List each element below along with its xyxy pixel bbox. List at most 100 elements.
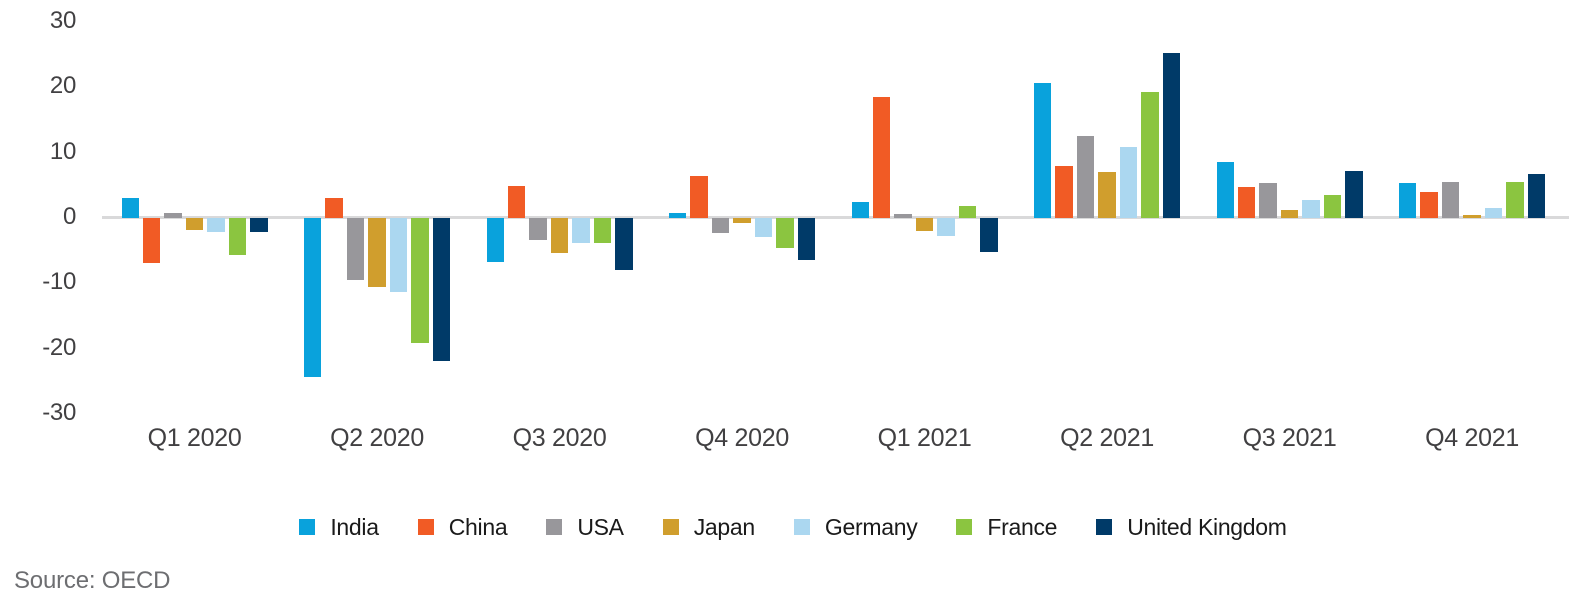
bar-united-kingdom-q1-2021 [980,218,998,252]
bar-china-q2-2021 [1055,166,1073,218]
bar-japan-q2-2020 [368,218,386,287]
bar-germany-q4-2021 [1484,208,1503,218]
bar-japan-q3-2021 [1280,210,1299,218]
bar-india-q4-2021 [1399,182,1417,218]
x-label-q2-2021: Q2 2021 [1060,424,1154,452]
bar-japan-q4-2021 [1463,214,1481,218]
legend-item-germany: Germany [793,513,918,541]
bar-united-kingdom-q3-2021 [1345,170,1363,218]
bar-usa-q1-2020 [164,213,182,218]
y-tick-label--20: -20 [42,333,76,361]
bar-united-kingdom-q4-2021 [1527,174,1546,218]
bar-united-kingdom-q3-2020 [615,218,633,271]
y-tick-label--10: -10 [42,268,76,296]
bar-india-q2-2020 [304,218,322,377]
legend-item-france: France [956,513,1057,541]
legend-label-usa: USA [577,514,624,540]
bar-japan-q1-2021 [915,218,934,232]
legend-item-china: China [417,513,508,541]
bar-group-q3-2020 [486,0,633,470]
bar-group-q2-2020 [304,0,451,470]
bar-usa-q4-2021 [1441,182,1460,218]
bar-india-q3-2020 [486,218,504,262]
x-label-q1-2021: Q1 2021 [877,424,972,452]
bar-china-q4-2020 [690,175,708,218]
bar-japan-q2-2021 [1098,171,1116,218]
bar-germany-q1-2020 [207,218,225,232]
legend-item-united-kingdom: United Kingdom [1096,513,1287,541]
bar-group-q2-2021 [1034,0,1181,470]
bar-germany-q3-2020 [572,218,590,244]
bar-germany-q4-2020 [754,218,773,237]
x-label-q2-2020: Q2 2020 [330,424,424,452]
bar-china-q1-2021 [872,97,891,218]
legend-label-france: France [987,514,1058,540]
bar-japan-q4-2020 [733,218,751,224]
bar-usa-q2-2020 [346,218,365,281]
bar-usa-q3-2021 [1259,183,1277,218]
bar-group-q4-2021 [1399,0,1546,470]
bar-germany-q2-2021 [1119,147,1138,218]
bar-france-q4-2020 [776,218,794,249]
legend-swatch-france [956,519,973,535]
legend-swatch-usa [546,519,563,535]
legend-label-china: China [448,514,508,540]
y-tick-label-20: 20 [49,72,76,100]
bar-india-q1-2020 [121,197,139,218]
bar-france-q2-2020 [411,218,429,343]
bar-china-q3-2021 [1237,186,1256,218]
bar-india-q1-2021 [851,201,869,218]
bar-china-q1-2020 [142,218,161,264]
bar-india-q4-2020 [669,213,687,218]
y-tick-label-0: 0 [62,203,76,230]
bar-united-kingdom-q1-2020 [250,218,268,233]
bar-usa-q2-2021 [1076,136,1095,218]
bar-germany-q2-2020 [389,218,408,293]
bar-usa-q4-2020 [711,218,730,234]
legend-swatch-germany [793,519,810,535]
bar-united-kingdom-q2-2021 [1162,53,1181,218]
bar-china-q3-2020 [507,186,526,218]
x-label-q1-2020: Q1 2020 [147,424,242,452]
plot-area: 30 20 10 0 -10 -20 -30 Q1 2020 Q2 2020 Q3 2020 Q4… [42,0,1569,470]
bar-china-q2-2020 [325,197,343,218]
y-tick-label-30: 30 [49,7,76,35]
legend: India China USA Japan Germany France United Ki… [0,505,1586,549]
bar-france-q3-2020 [593,218,612,243]
bar-japan-q1-2020 [185,218,204,231]
bar-india-q2-2021 [1034,83,1052,218]
bar-india-q3-2021 [1216,161,1234,218]
bar-group-q3-2021 [1216,0,1363,470]
bar-france-q4-2021 [1506,182,1524,218]
bar-united-kingdom-q4-2020 [797,218,816,260]
legend-label-germany: Germany [824,514,918,540]
bar-group-q1-2020 [121,0,268,470]
legend-swatch-india [299,519,316,535]
x-label-q4-2021: Q4 2021 [1425,424,1519,452]
legend-label-united-kingdom: United Kingdom [1127,514,1287,540]
y-tick-label-10: 10 [49,137,76,165]
bar-usa-q1-2021 [894,214,912,218]
bar-france-q2-2021 [1141,91,1159,218]
bar-group-q4-2020 [669,0,816,470]
legend-item-japan: Japan [662,513,755,541]
source-note: Source: OECD [14,567,171,594]
legend-swatch-united-kingdom [1096,519,1113,535]
bar-group-q1-2021 [851,0,998,470]
x-label-q3-2020: Q3 2020 [512,424,607,452]
x-label-q3-2021: Q3 2021 [1242,424,1337,452]
bar-china-q4-2021 [1420,191,1438,218]
legend-label-india: India [330,514,379,540]
legend-item-india: India [299,513,379,541]
bar-france-q3-2021 [1323,195,1342,218]
zero-axis-line [102,216,1569,219]
bar-france-q1-2021 [958,206,977,218]
bar-germany-q1-2021 [937,218,955,237]
bar-france-q1-2020 [228,218,247,255]
bar-japan-q3-2020 [550,218,569,253]
legend-swatch-china [417,519,434,535]
bar-germany-q3-2021 [1302,200,1320,218]
legend-item-usa: USA [546,513,624,541]
legend-label-japan: Japan [693,514,755,540]
